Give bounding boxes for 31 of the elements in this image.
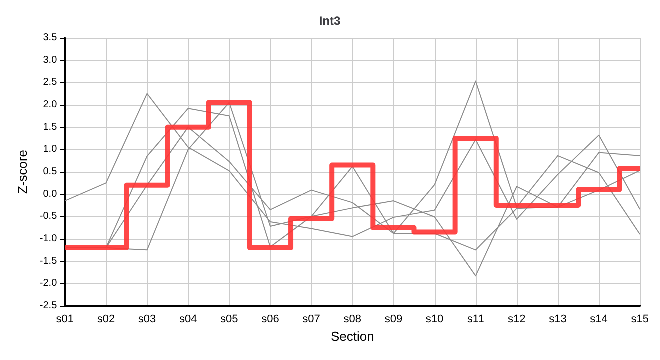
y-axis-title: Z-score (15, 150, 30, 194)
y-tick-label: -2.0 (40, 278, 58, 290)
x-tick-label: s06 (262, 314, 280, 326)
y-tick-label: -0.5 (40, 211, 58, 222)
y-tick-label: 3.0 (43, 54, 58, 66)
y-tick-label: -1.5 (40, 256, 58, 267)
x-tick-label: s10 (426, 314, 444, 326)
y-tick-label: 2.5 (43, 77, 58, 88)
x-tick-label: s08 (344, 314, 362, 326)
x-tick-label: s09 (384, 314, 403, 326)
x-tick-label: s12 (508, 314, 526, 326)
x-tick-label: s02 (97, 314, 116, 326)
x-tick-label: s14 (590, 314, 608, 326)
x-tick-label: s15 (631, 314, 650, 326)
x-tick-label: s03 (138, 314, 156, 326)
x-tick-label: s04 (179, 314, 198, 326)
y-tick-label: -2.5 (40, 300, 58, 312)
y-tick-label: -1.0 (40, 234, 58, 244)
y-tick-label: 0.0 (43, 188, 58, 200)
x-tick-label: s05 (220, 314, 238, 326)
x-axis-title: Section (330, 328, 374, 344)
x-tick-label: s13 (549, 314, 567, 326)
y-tick-label: 0.5 (43, 166, 58, 178)
y-tick-label: 1.5 (43, 122, 58, 133)
x-tick-label: s07 (302, 314, 320, 326)
y-tick-label: 2.0 (43, 100, 58, 110)
x-tick-label: s11 (467, 314, 484, 326)
chart-title: Int3 (319, 14, 341, 28)
x-tick-label: s01 (56, 314, 74, 326)
y-tick-label: 1.0 (43, 144, 58, 156)
y-tick-label: 3.5 (43, 32, 58, 44)
